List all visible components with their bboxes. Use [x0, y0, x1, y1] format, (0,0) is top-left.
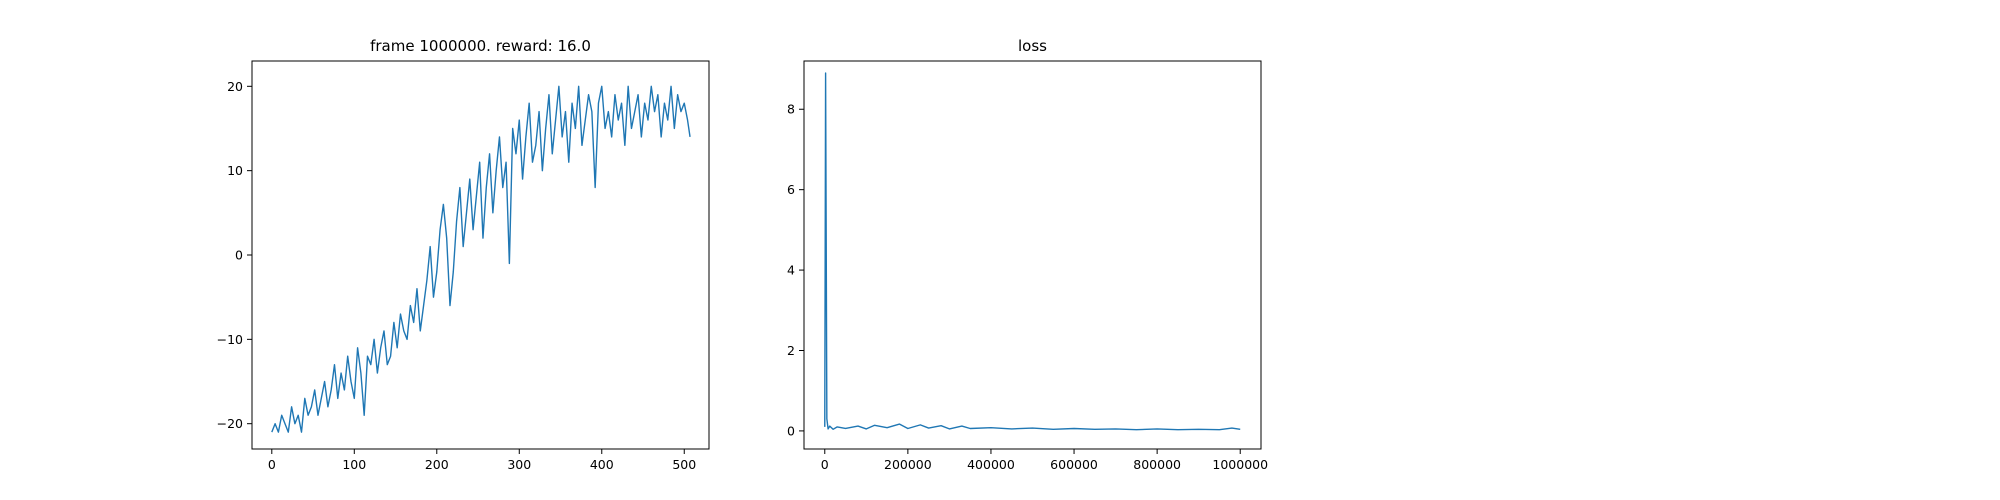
reward-y-tick-label: −10 — [217, 332, 243, 347]
reward-y-tick-label: 20 — [227, 79, 243, 94]
loss-chart: loss 0 200000 400000 600000 800000 1000000 0 2 4… — [787, 37, 1268, 472]
loss-y-tick-label: 2 — [787, 343, 795, 358]
reward-x-tick-label: 500 — [672, 457, 696, 472]
loss-x-tick-label: 0 — [821, 457, 829, 472]
reward-y-tick-label: 0 — [235, 248, 243, 263]
loss-series-line — [824, 72, 1241, 431]
loss-chart-title: loss — [1018, 37, 1047, 55]
reward-y-tick-label: −20 — [217, 416, 243, 431]
loss-x-tick-label: 800000 — [1133, 457, 1181, 472]
loss-y-tick-label: 4 — [787, 263, 795, 278]
reward-chart-title: frame 1000000. reward: 16.0 — [370, 37, 591, 55]
loss-y-tick-label: 6 — [787, 182, 795, 197]
loss-axes-border — [803, 60, 1262, 450]
reward-x-tick-label: 0 — [268, 457, 276, 472]
reward-series-line — [271, 85, 691, 433]
reward-x-tick-label: 200 — [425, 457, 449, 472]
loss-x-tick-label: 1000000 — [1212, 457, 1268, 472]
loss-x-tick-label: 600000 — [1050, 457, 1098, 472]
loss-x-tick-label: 200000 — [884, 457, 932, 472]
loss-y-tick-label: 8 — [787, 102, 795, 117]
reward-x-tick-label: 400 — [590, 457, 614, 472]
loss-x-tick-label: 400000 — [967, 457, 1015, 472]
reward-chart: frame 1000000. reward: 16.0 0 100 200 300 40… — [217, 37, 710, 472]
loss-axes-frame — [803, 60, 1262, 450]
reward-x-tick-label: 300 — [507, 457, 531, 472]
loss-y-tick-label: 0 — [787, 423, 795, 438]
reward-axes-frame — [251, 60, 710, 450]
reward-y-tick-label: 10 — [227, 163, 243, 178]
reward-x-tick-label: 100 — [342, 457, 366, 472]
